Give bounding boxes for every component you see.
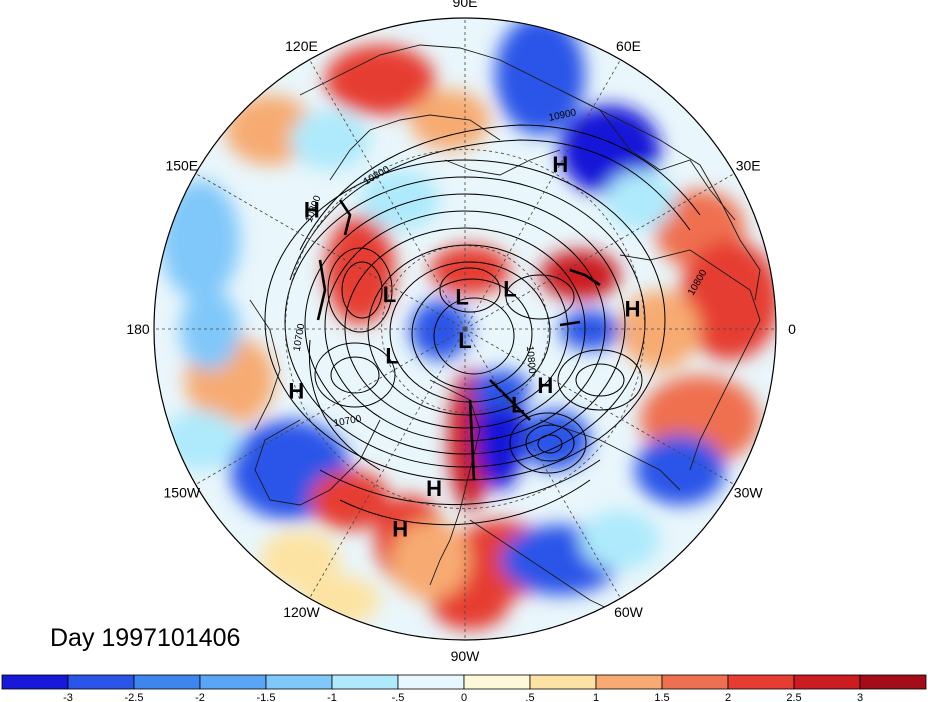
anomaly-patch [160,410,240,470]
colorbar-tick-label: -.5 [392,692,405,702]
colorbar-tick-label: 3 [857,692,863,702]
meridian-line [464,328,735,485]
meridian-label: 0 [788,321,796,337]
colorbar-tick-label: -2 [195,692,205,702]
anomaly-patch [360,170,440,230]
meridian-label: 90W [451,648,481,664]
colorbar-swatch [529,674,597,690]
parallel-line [381,245,549,413]
meridian-label: 90E [453,0,478,10]
jet-contours [316,199,601,481]
meridian-labels: 0 30E 60E 90E 120E 150E 180 150W 120W 90W 60W 30W [126,0,796,664]
colorbar-tick-label: .5 [525,692,534,702]
high-pressure-marker: H [392,517,408,542]
anomaly-patch [605,170,675,230]
high-pressure-marker: H [552,152,568,177]
colorbar-swatch [595,674,663,690]
high-pressure-marker: H [426,476,442,501]
anomaly-patch [540,250,620,300]
meridian-label: 150W [164,485,201,501]
map-boundary [153,17,777,641]
high-pressure-marker: H [625,296,641,321]
high-pressure-marker: H [304,197,320,222]
low-pressure-marker: L [511,392,524,417]
anomaly-patch [260,530,340,590]
colorbar-tick-label: -1 [327,692,337,702]
meridian-label: 60W [614,604,644,620]
colorbar-tick-label: 2 [725,692,731,702]
contour-label: 10700 [292,322,308,352]
meridian-label: 180 [126,321,150,337]
colorbar-tick-label: 0 [461,692,467,702]
low-pressure-marker: L [503,277,516,302]
parallel-line [285,149,645,509]
anomaly-patch [310,470,390,530]
high-pressure-marker: H [537,373,553,398]
colorbar-tick-label: -2.5 [125,692,144,702]
colorbar-tick-label: 1 [593,692,599,702]
meridian-line [464,328,621,599]
colorbar-swatch [199,674,267,690]
colorbar-swatch [463,674,531,690]
colorbar-swatch [859,674,927,690]
anomaly-patch [290,110,370,170]
colorbar-swatch [793,674,861,690]
meridian-line [464,173,735,330]
low-pressure-marker: L [455,284,468,309]
colorbar-tick-label: 2.5 [786,692,801,702]
anomaly-patch [430,245,510,295]
meridian-label: 60E [616,38,641,54]
anomaly-patch [560,310,620,350]
colorbar-tick-label: -3 [63,692,73,702]
colorbar-swatch [133,674,201,690]
low-pressure-marker: L [458,328,471,353]
anomaly-patch [410,300,470,360]
low-pressure-marker: L [383,282,396,307]
low-pressure-marker: L [385,344,398,369]
meridian-label: 30W [734,485,764,501]
colorbar-swatch [331,674,399,690]
colorbar: -3 -2.5 -2 -1.5 -1 -.5 0 .5 1 1.5 2 2.5 3 [1,674,927,702]
anomaly-patch [325,45,435,115]
meridian-line [309,328,466,599]
high-pressure-marker: H [288,378,304,403]
anomaly-patch [410,90,490,150]
meridian-label: 120E [285,38,318,54]
coastlines [249,44,761,613]
figure-title: Day 1997101406 [50,624,240,652]
meridian-label: 120W [283,604,320,620]
anomaly-patch [495,18,585,135]
anomaly-patch [635,435,725,505]
colorbar-swatch [397,674,465,690]
colorbar-swatch [661,674,729,690]
meridian-line [309,59,466,330]
colorbar-swatch [265,674,333,690]
colorbar-swatch [1,674,69,690]
graticule [154,18,776,640]
anomaly-patch [580,510,660,570]
contour-label: 10800 [524,345,537,374]
anomaly-patch [180,290,240,370]
meridian-label: 150E [165,158,198,174]
meridian-line [195,328,466,485]
contour-label: 10700 [333,414,363,430]
anomaly-patch [620,290,700,370]
colorbar-tick-label: 1.5 [654,692,669,702]
meridian-line [464,59,621,330]
meridian-label: 30E [736,158,761,174]
anomaly-patch [160,180,240,300]
colorbar-tick-label: -1.5 [257,692,276,702]
colorbar-swatch [67,674,135,690]
meridian-line [195,173,466,330]
colorbar-swatch [727,674,795,690]
